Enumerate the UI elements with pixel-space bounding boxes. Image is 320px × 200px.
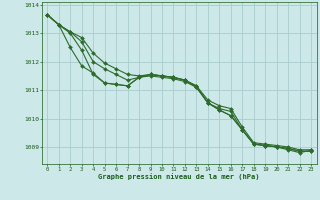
X-axis label: Graphe pression niveau de la mer (hPa): Graphe pression niveau de la mer (hPa) [99,173,260,180]
